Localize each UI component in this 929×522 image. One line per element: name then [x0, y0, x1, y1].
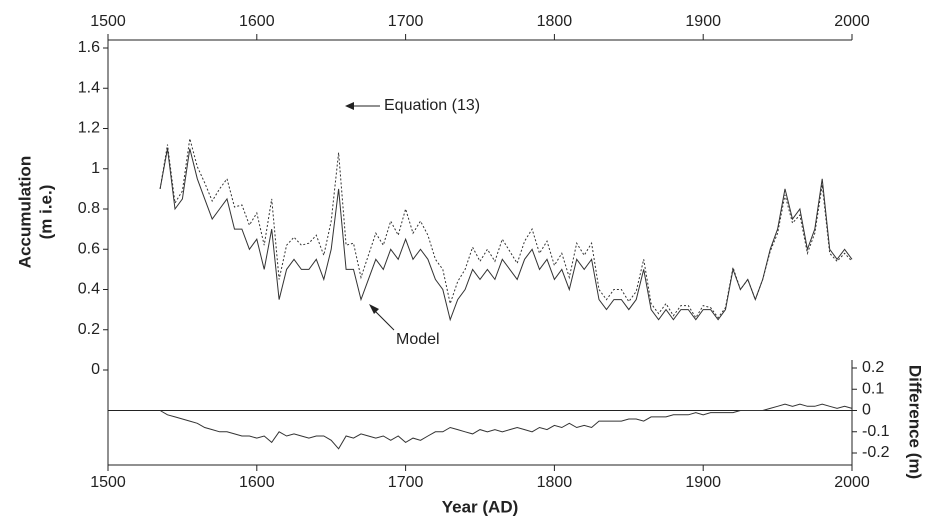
y-tick-label: 0.4 — [78, 281, 100, 298]
x-tick-label: 1500 — [90, 13, 126, 30]
y-tick-label: 0 — [91, 361, 100, 378]
arrow-head — [345, 102, 354, 110]
y-tick-label: 1 — [91, 160, 100, 177]
y-tick-label: 0.1 — [862, 380, 884, 397]
y-axis-label: (m i.e.) — [36, 185, 55, 240]
x-tick-label: 1800 — [537, 13, 573, 30]
y-axis-label: Accumulation — [15, 156, 34, 268]
x-tick-label: 1700 — [388, 13, 424, 30]
x-tick-label: 1800 — [537, 474, 573, 491]
x-tick-label: 1600 — [239, 474, 275, 491]
x-tick-label: 1900 — [685, 474, 721, 491]
series-line — [159, 403, 853, 450]
x-tick-label: 1600 — [239, 13, 275, 30]
x-axis-label: Year (AD) — [442, 497, 519, 516]
x-tick-label: 1500 — [90, 474, 126, 491]
y-tick-label: 0.2 — [78, 321, 100, 338]
series-line — [159, 148, 853, 322]
annotation: Equation (13) — [384, 97, 480, 114]
y2-axis-label: Difference (m) — [906, 365, 925, 479]
y-tick-label: 1.4 — [78, 79, 100, 96]
x-tick-label: 1700 — [388, 474, 424, 491]
series-line — [159, 138, 853, 319]
y-tick-label: -0.1 — [862, 423, 890, 440]
x-tick-label: 2000 — [834, 474, 870, 491]
y-tick-label: -0.2 — [862, 444, 890, 461]
y-tick-label: 0.6 — [78, 240, 100, 257]
y-tick-label: 0.2 — [862, 359, 884, 376]
y-tick-label: 1.6 — [78, 39, 100, 56]
annotation: Model — [396, 331, 440, 348]
y-tick-label: 0 — [862, 402, 871, 419]
arrow-head — [369, 304, 379, 314]
x-tick-label: 1900 — [685, 13, 721, 30]
y-tick-label: 1.2 — [78, 120, 100, 137]
x-tick-label: 2000 — [834, 13, 870, 30]
y-tick-label: 0.8 — [78, 200, 100, 217]
